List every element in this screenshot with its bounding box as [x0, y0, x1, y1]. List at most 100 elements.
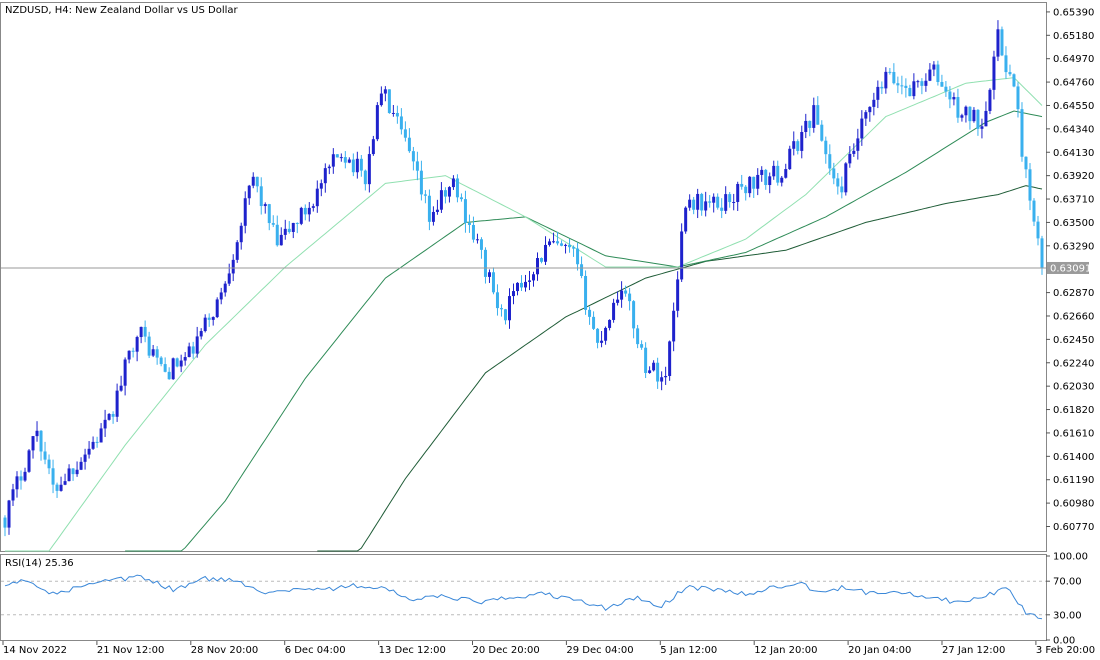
candle-body [872, 99, 876, 107]
candle-body [692, 199, 696, 210]
ma-fast-line [5, 77, 1043, 552]
candle-body [291, 222, 295, 232]
candle-body [451, 178, 455, 188]
time-tick-label: 29 Dec 04:00 [566, 645, 633, 656]
candle-body [283, 228, 287, 235]
candle-body [920, 81, 924, 86]
candle-body [988, 89, 992, 111]
candle-body [7, 500, 11, 528]
candle-body [471, 224, 475, 240]
candle-body [540, 258, 544, 262]
candle-body [455, 178, 459, 198]
candle-body [299, 207, 303, 224]
candle-body [275, 224, 279, 246]
candle-body [311, 206, 315, 208]
candle-body [211, 317, 215, 320]
candle-body [788, 148, 792, 170]
candle-body [515, 282, 519, 292]
candle-body [932, 64, 936, 70]
candle-body [624, 290, 628, 294]
candle-body [848, 153, 852, 164]
candle-body [127, 350, 131, 360]
rsi-level-lines [1, 580, 1046, 616]
candles [3, 20, 1044, 537]
candle-body [716, 196, 720, 208]
candle-body [263, 204, 267, 207]
candle-body [63, 481, 67, 485]
candle-body [19, 476, 23, 481]
candle-body [552, 241, 556, 243]
candle-body [1000, 29, 1004, 56]
candle-body [427, 195, 431, 222]
candle-body [239, 225, 243, 243]
candle-body [736, 183, 740, 202]
candle-body [744, 186, 748, 194]
candle-body [59, 484, 63, 491]
candle-body [612, 302, 616, 320]
candle-body [912, 81, 916, 97]
candle-body [359, 158, 363, 171]
candle-body [760, 169, 764, 175]
candle-body [411, 151, 415, 162]
candle-body [131, 350, 135, 352]
candle-body [115, 390, 119, 417]
candle-body [495, 292, 499, 309]
candle-body [804, 120, 808, 133]
candle-body [584, 275, 588, 310]
candle-body [463, 199, 467, 223]
candle-body [728, 194, 732, 203]
rsi-title: RSI(14) 25.36 [5, 558, 74, 569]
candle-body [407, 137, 411, 152]
candle-body [327, 166, 331, 169]
candle-body [335, 154, 339, 158]
price-tick-label: 0.63500 [1053, 218, 1094, 229]
candle-body [652, 362, 656, 371]
candle-body [55, 484, 59, 491]
candle-body [980, 126, 984, 129]
candle-body [604, 327, 608, 341]
candle-body [91, 441, 95, 449]
candle-body [15, 476, 19, 490]
candle-body [83, 454, 87, 462]
candle-body [123, 359, 127, 386]
candle-body [524, 281, 528, 288]
candle-body [644, 347, 648, 373]
candle-body [968, 106, 972, 122]
candle-body [43, 451, 47, 460]
candle-body [1004, 55, 1008, 73]
candle-body [231, 259, 235, 274]
candle-body [740, 183, 744, 187]
candle-body [35, 430, 39, 437]
candle-body [147, 336, 151, 356]
candle-body [399, 116, 403, 130]
candle-body [992, 56, 996, 90]
candle-body [796, 141, 800, 151]
candle-body [1008, 72, 1012, 75]
time-tick-label: 12 Jan 20:00 [754, 645, 817, 656]
candle-body [532, 274, 536, 281]
candle-body [251, 176, 255, 186]
candle-body [479, 239, 483, 250]
candle-body [608, 319, 612, 328]
candle-body [840, 186, 844, 193]
candle-body [339, 157, 343, 159]
candle-body [391, 112, 395, 114]
candle-body [588, 309, 592, 317]
candle-body [75, 469, 79, 475]
price-tick-label: 0.62030 [1053, 382, 1094, 393]
candle-body [580, 264, 584, 276]
candle-body [235, 242, 239, 260]
time-tick-label: 6 Dec 04:00 [285, 645, 346, 656]
candle-body [696, 193, 700, 210]
candle-body [844, 163, 848, 193]
candle-body [23, 471, 27, 481]
candle-body [940, 81, 944, 87]
candle-body [475, 239, 479, 241]
rsi-tick-label: 70.00 [1053, 577, 1082, 588]
candle-body [167, 371, 171, 380]
candle-body [924, 80, 928, 86]
candle-body [135, 337, 139, 352]
candle-body [487, 272, 491, 277]
candle-body [155, 349, 159, 358]
